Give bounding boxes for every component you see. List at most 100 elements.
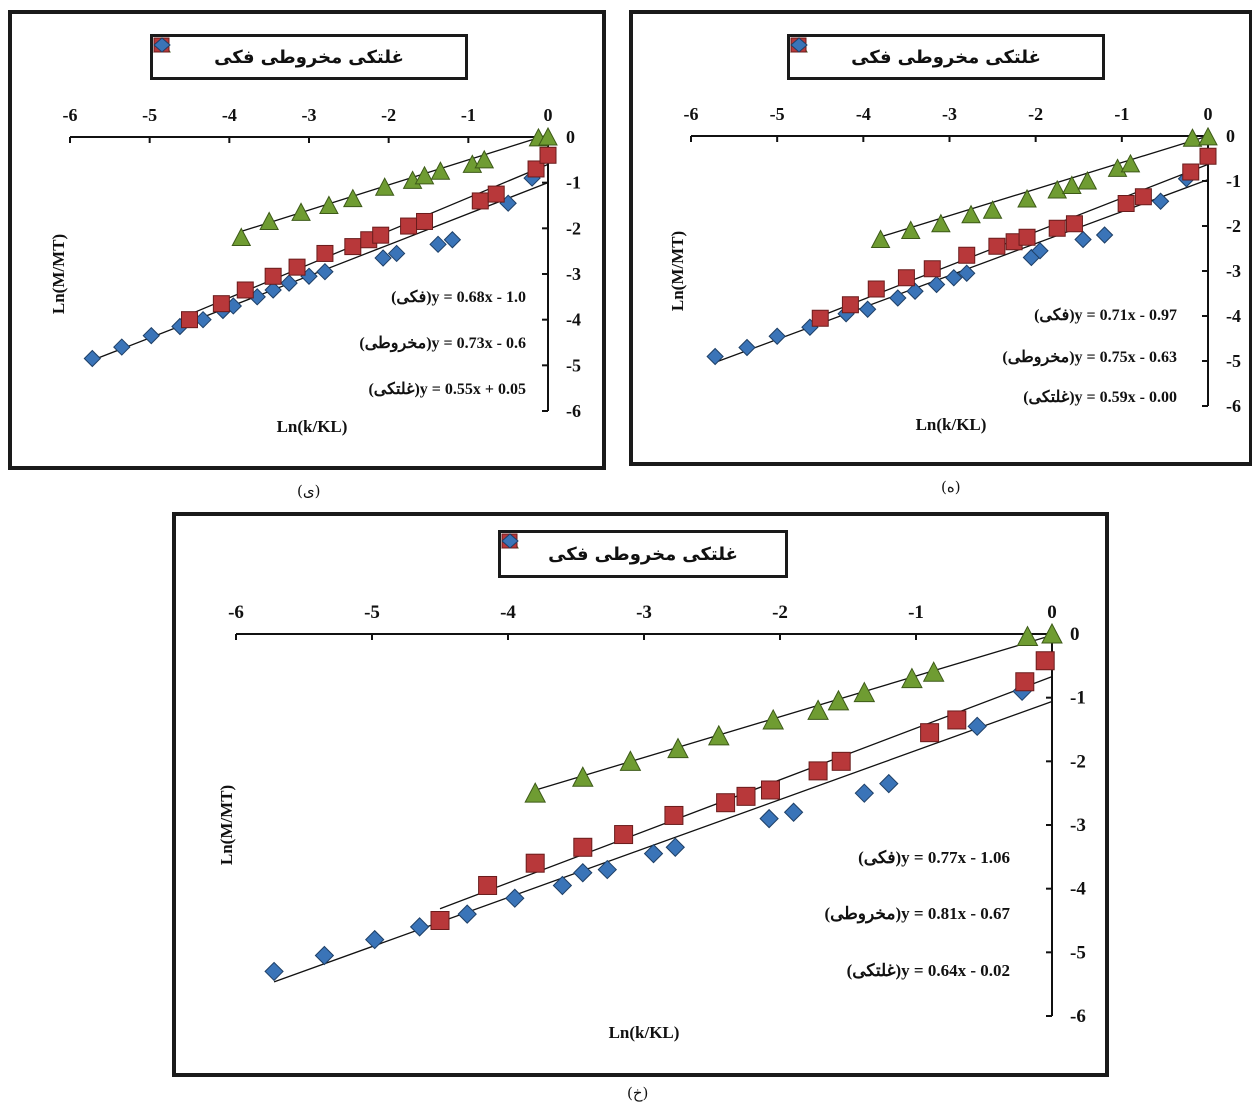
- x-tick-label: 0: [1204, 104, 1213, 124]
- data-point-diamond: [759, 808, 779, 829]
- data-point-triangle: [762, 708, 785, 730]
- chart-legend: غلتکی مخروطی فکی: [498, 530, 788, 578]
- data-point-triangle: [982, 200, 1003, 219]
- legend-item-jaw: فکی: [153, 37, 255, 68]
- data-point-square: [958, 246, 976, 264]
- y-tick-label: -6: [1070, 1006, 1086, 1027]
- x-tick-label: -2: [772, 602, 788, 623]
- data-point-diamond: [858, 300, 877, 318]
- chart-plot-area: -6 -5 -4 -3 -2 -1 00 -1 -2 -3 -4 -5 -6 (فکی)y = 0.71x…: [668, 104, 1241, 434]
- data-point-triangle: [922, 661, 945, 682]
- x-tick-label: 0: [544, 105, 553, 125]
- data-point-square: [573, 837, 593, 857]
- data-point-triangle: [430, 161, 451, 180]
- y-axis-label: Ln(M/MT): [668, 231, 687, 311]
- x-axis-label: Ln(k/KL): [609, 1023, 680, 1042]
- y-tick-label: -1: [1070, 688, 1086, 709]
- diamond-marker-icon: [153, 37, 171, 53]
- data-point-diamond: [374, 249, 392, 267]
- trend-equation: (غلتکی)y = 0.59x - 0.00: [1023, 389, 1177, 406]
- data-point-diamond: [927, 275, 946, 294]
- x-tick-label: -2: [1028, 104, 1043, 124]
- trendline-0: [273, 700, 1053, 983]
- data-point-diamond: [768, 327, 786, 345]
- y-tick-label: -6: [566, 401, 581, 421]
- data-point-square: [400, 217, 418, 235]
- data-point-triangle: [524, 782, 547, 803]
- data-point-diamond: [665, 837, 685, 857]
- chart-panel-1: غلتکی مخروطی فکی -6 -5 -4 -3 -2 -1 0 0 -1 -2 -3 -4-…: [8, 10, 606, 470]
- data-point-square: [372, 226, 390, 244]
- data-point-diamond: [264, 961, 284, 982]
- legend-label: فکی: [851, 46, 892, 68]
- y-tick-label: -2: [566, 218, 581, 238]
- legend-label: مخروطی: [594, 543, 677, 565]
- y-tick-label: -2: [1226, 216, 1241, 236]
- y-tick-label: -3: [1070, 815, 1086, 836]
- data-point-triangle: [374, 177, 395, 196]
- data-point-diamond: [314, 945, 335, 966]
- caption-panel-2: (ه): [941, 478, 961, 496]
- data-point-triangle: [319, 195, 339, 214]
- data-point-triangle: [414, 165, 435, 185]
- legend-item-jaw: فکی: [790, 37, 892, 68]
- y-tick-label: -1: [566, 173, 581, 193]
- data-point-diamond: [1095, 226, 1114, 244]
- trend-equation: (غلتکی)y = 0.64x - 0.02: [847, 961, 1010, 980]
- x-tick-label: -5: [142, 105, 157, 125]
- chart-legend: غلتکی مخروطی فکی: [150, 34, 468, 80]
- trend-equation: (فکی)y = 0.71x - 0.97: [1034, 307, 1177, 324]
- x-tick-label: -1: [1114, 104, 1129, 124]
- data-point-square: [539, 146, 557, 164]
- data-point-diamond: [316, 263, 334, 281]
- data-point-triangle: [1017, 188, 1037, 208]
- data-point-triangle: [1198, 126, 1218, 146]
- trend-equation: (مخروطی)y = 0.75x - 0.63: [1002, 349, 1177, 367]
- data-point-diamond: [1151, 192, 1170, 210]
- data-point-diamond: [387, 244, 406, 263]
- data-point-triangle: [342, 188, 363, 208]
- data-point-square: [236, 281, 254, 299]
- legend-label: غلتکی: [348, 46, 404, 68]
- y-axis-label: Ln(M/MT): [49, 234, 68, 314]
- data-point-diamond: [409, 917, 430, 937]
- y-tick-label: -1: [1226, 171, 1241, 191]
- data-point-square: [316, 244, 334, 262]
- legend-label: فکی: [214, 46, 255, 68]
- y-tick-label: -3: [566, 264, 581, 284]
- data-point-square: [1015, 672, 1035, 692]
- data-point-square: [831, 751, 851, 771]
- data-point-diamond: [643, 843, 664, 864]
- x-tick-label: -6: [228, 602, 244, 623]
- data-point-square: [344, 238, 362, 256]
- data-point-triangle: [853, 681, 876, 703]
- data-point-square: [1199, 147, 1217, 165]
- data-point-triangle: [1041, 622, 1063, 644]
- y-tick-label: 0: [1070, 624, 1080, 645]
- y-tick-label: -3: [1226, 261, 1241, 281]
- data-point-square: [947, 710, 967, 730]
- data-point-square: [288, 258, 306, 276]
- data-point-triangle: [291, 202, 311, 221]
- data-point-square: [760, 780, 780, 800]
- x-tick-label: -2: [381, 105, 396, 125]
- data-point-square: [181, 311, 198, 329]
- data-point-triangle: [931, 213, 951, 233]
- data-point-triangle: [619, 750, 642, 771]
- data-point-diamond: [365, 929, 385, 950]
- data-point-triangle: [901, 667, 923, 689]
- data-point-square: [664, 805, 684, 825]
- data-point-square: [1134, 188, 1152, 206]
- data-point-triangle: [1077, 170, 1098, 190]
- data-point-square: [1117, 195, 1135, 212]
- data-point-square: [527, 160, 545, 178]
- data-point-triangle: [1016, 625, 1039, 647]
- legend-label: فکی: [548, 543, 589, 565]
- x-tick-label: -1: [908, 602, 924, 623]
- data-point-diamond: [443, 231, 462, 249]
- data-point-triangle: [707, 724, 730, 746]
- data-point-square: [923, 260, 941, 278]
- data-point-square: [1182, 163, 1200, 181]
- data-point-square: [867, 280, 885, 298]
- data-point-diamond: [945, 269, 963, 287]
